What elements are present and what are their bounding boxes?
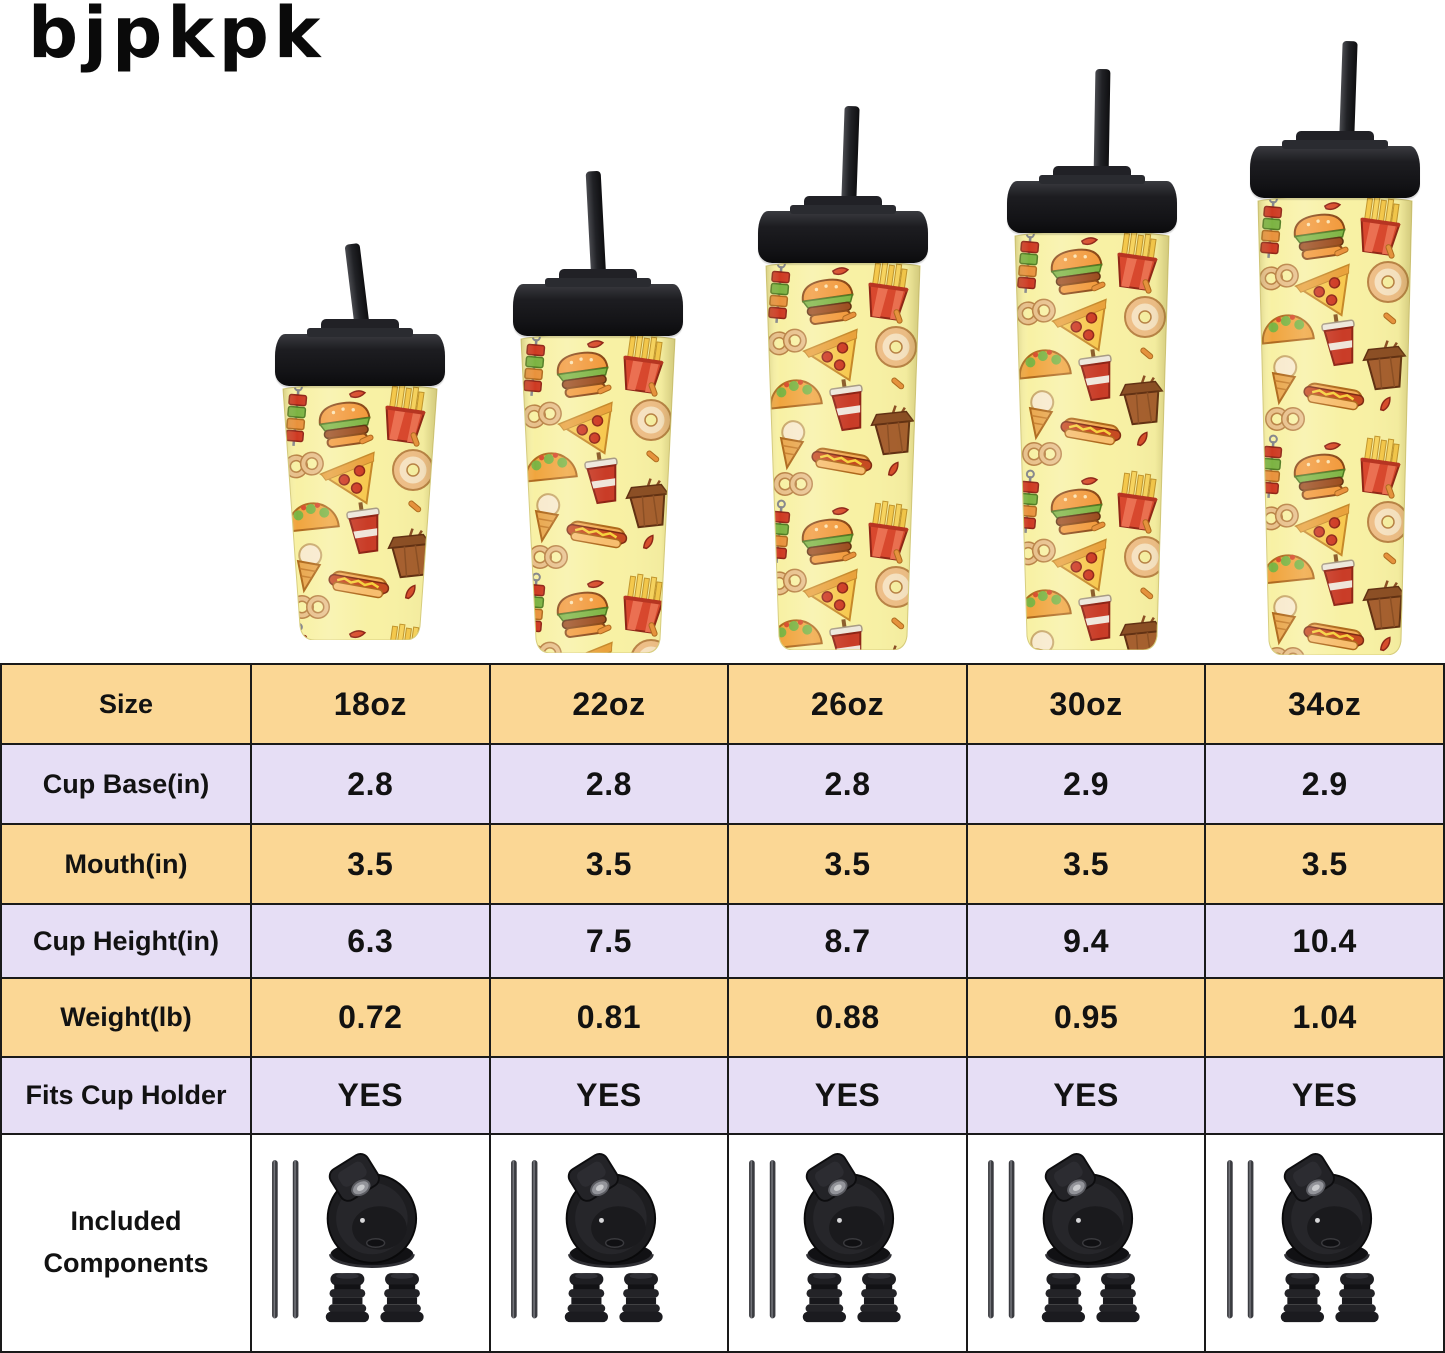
fits-cup-holder-value: YES [252,1058,489,1133]
size-value: 30oz [967,665,1205,743]
row-header-size-label: Size [2,665,250,743]
lid [758,196,928,263]
row-label-weight: Weight(lb) [2,979,250,1056]
weight-value: 0.88 [729,979,966,1056]
lid-tab [1039,166,1145,184]
mouth-value: 3.5 [967,825,1205,903]
straws-lid-stoppers-image [257,1143,483,1343]
included-components-image [729,1135,966,1351]
fits-cup-holder-value: YES [1206,1058,1443,1133]
lid-tab [790,196,896,214]
brand-logo: bjpkpk [28,0,326,74]
cup-body [1014,230,1170,650]
row-label-fits-cup-holder: Fits Cup Holder [2,1058,250,1133]
cup-height-value: 9.4 [967,905,1205,977]
cup-body [282,383,438,640]
weight-value: 0.95 [967,979,1205,1056]
lid-tab [307,319,413,337]
weight-value: 0.72 [252,979,489,1056]
cup-height-value: 7.5 [490,905,728,977]
lid [275,319,445,386]
lid-tab [545,269,651,287]
cup-base-value: 2.9 [1206,745,1443,823]
weight-value: 0.81 [490,979,728,1056]
size-value: 22oz [490,665,728,743]
tumblers-showcase [0,0,1445,660]
tumbler-image-18oz [275,242,445,640]
row-label-mouth: Mouth(in) [2,825,250,903]
cup-base-value: 2.8 [252,745,489,823]
straws-lid-stoppers-image [496,1143,722,1343]
tumbler-image-30oz [1007,68,1177,650]
lid [1007,166,1177,233]
fits-cup-holder-value: YES [967,1058,1205,1133]
cup-height-value: 8.7 [729,905,966,977]
cup-body [520,333,676,653]
mouth-value: 3.5 [490,825,728,903]
cup-height-value: 6.3 [252,905,489,977]
included-components-image [490,1135,728,1351]
size-value: 34oz [1206,665,1443,743]
mouth-value: 3.5 [252,825,489,903]
included-components-image [1206,1135,1443,1351]
cup-body [765,260,921,650]
size-value: 26oz [729,665,966,743]
mouth-value: 3.5 [1206,825,1443,903]
row-label-cup-base: Cup Base(in) [2,745,250,823]
fits-cup-holder-value: YES [490,1058,728,1133]
included-components-image [252,1135,489,1351]
mouth-value: 3.5 [729,825,966,903]
tumbler-image-26oz [758,105,928,650]
tumbler-image-34oz [1250,40,1420,655]
row-label-cup-height: Cup Height(in) [2,905,250,977]
spec-table: Size 18oz 22oz 26oz 30oz 34oz Cup Base(i… [0,663,1445,1353]
straws-lid-stoppers-image [973,1143,1199,1343]
straws-lid-stoppers-image [1212,1143,1438,1343]
size-value: 18oz [252,665,489,743]
weight-value: 1.04 [1206,979,1443,1056]
cup-base-value: 2.9 [967,745,1205,823]
cup-base-value: 2.8 [729,745,966,823]
row-label-included-components: Included Components [2,1135,250,1351]
cup-base-value: 2.8 [490,745,728,823]
tumbler-image-22oz [513,170,683,653]
lid [1250,131,1420,198]
cup-height-value: 10.4 [1206,905,1443,977]
included-components-image [967,1135,1205,1351]
cup-body [1257,195,1413,655]
fits-cup-holder-value: YES [729,1058,966,1133]
lid-tab [1282,131,1388,149]
lid [513,269,683,336]
straws-lid-stoppers-image [734,1143,960,1343]
